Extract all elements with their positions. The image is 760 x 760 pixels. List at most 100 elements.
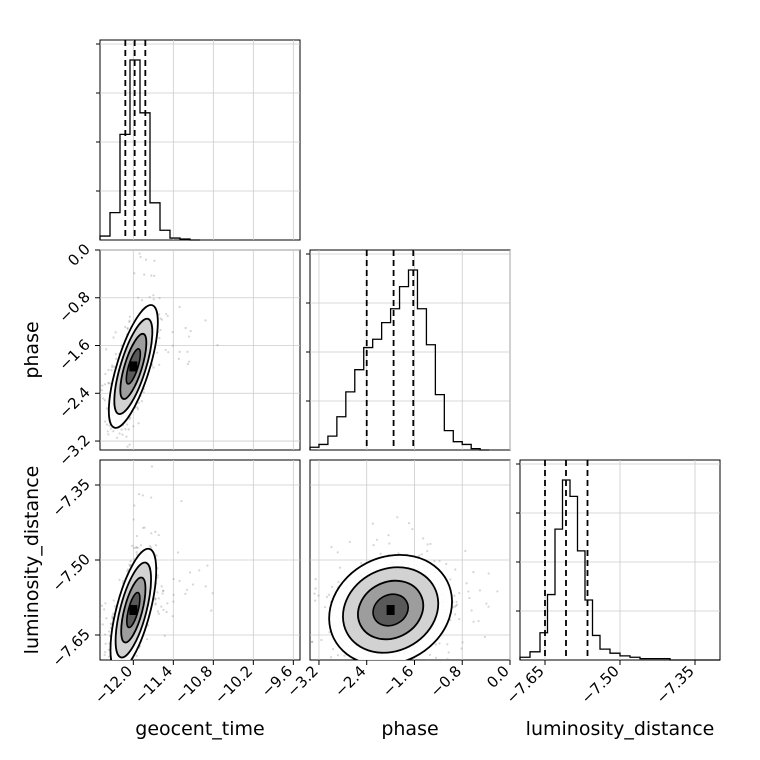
sample-point <box>126 326 129 330</box>
sample-point <box>108 424 111 427</box>
panel-phase-vs-luminosity_distance <box>305 459 515 711</box>
sample-point <box>180 499 183 503</box>
sample-point <box>100 633 102 636</box>
sample-point <box>111 662 113 664</box>
sample-point <box>158 363 161 367</box>
sample-point <box>118 448 121 450</box>
sample-point <box>184 326 187 330</box>
sample-point <box>426 659 429 660</box>
sample-point <box>176 551 180 554</box>
sample-point <box>135 534 138 538</box>
sample-point <box>105 348 108 351</box>
sample-point <box>186 350 189 353</box>
sample-point <box>101 623 104 626</box>
sample-point <box>154 602 157 605</box>
sample-point <box>103 399 106 402</box>
sample-point <box>186 362 189 366</box>
sample-point <box>113 605 117 608</box>
sample-point <box>113 719 115 721</box>
sample-point <box>121 433 124 436</box>
sample-point <box>314 587 317 590</box>
sample-point <box>157 612 160 615</box>
sample-point <box>100 626 102 629</box>
sample-point <box>27 413 29 415</box>
sample-point <box>142 526 145 529</box>
sample-point <box>161 592 164 595</box>
sample-point <box>138 252 141 255</box>
y-tick-label: 0.0 <box>64 240 94 270</box>
sample-point <box>407 522 411 525</box>
sample-point <box>206 564 209 567</box>
sample-point <box>123 741 125 743</box>
sample-point <box>126 568 129 571</box>
sample-point <box>125 435 128 438</box>
sample-point <box>110 450 112 452</box>
sample-point <box>132 425 135 428</box>
sample-point <box>93 372 95 374</box>
sample-point <box>148 295 151 299</box>
sample-point <box>144 258 148 261</box>
sample-point <box>369 672 371 674</box>
sample-point <box>156 574 159 577</box>
sample-point <box>306 585 308 587</box>
y-tick-label: −2.4 <box>55 383 93 421</box>
sample-point <box>135 654 138 657</box>
sample-point <box>104 372 107 376</box>
sample-point <box>118 432 121 435</box>
panel-frame <box>309 249 511 451</box>
sample-point <box>513 597 515 599</box>
sample-point <box>162 608 165 611</box>
sample-point <box>113 365 116 368</box>
sample-point <box>464 549 467 553</box>
sample-point <box>428 653 432 657</box>
y-axis-label: phase <box>21 321 43 378</box>
sample-point <box>465 582 468 585</box>
sample-point <box>137 401 140 405</box>
sample-point <box>108 630 111 633</box>
sample-point <box>107 381 110 384</box>
histogram-step <box>99 59 200 241</box>
sample-point <box>128 319 131 322</box>
sample-point <box>97 397 99 399</box>
sample-point <box>113 664 115 666</box>
sample-point <box>386 709 388 711</box>
sample-point <box>64 681 66 683</box>
sample-point <box>100 604 104 607</box>
sample-point <box>106 430 109 433</box>
sample-point <box>131 664 133 666</box>
sample-point <box>167 351 170 354</box>
sample-point <box>433 560 436 563</box>
sample-point <box>191 583 195 586</box>
sample-point <box>105 407 109 410</box>
sample-point <box>54 402 56 404</box>
sample-point <box>115 357 118 360</box>
sample-point <box>140 299 144 302</box>
sample-point <box>111 364 114 367</box>
sample-point <box>453 594 456 597</box>
x-tick-label: −11.4 <box>131 662 176 707</box>
sample-point <box>418 664 420 666</box>
x-axis-label: phase <box>381 718 438 740</box>
sample-point <box>112 612 115 615</box>
sample-point <box>116 450 118 452</box>
sample-point <box>485 602 488 605</box>
sample-point <box>111 615 114 618</box>
sample-point <box>371 665 373 667</box>
sample-point <box>313 592 316 595</box>
sample-point <box>106 672 108 674</box>
sample-point <box>381 671 383 673</box>
sample-point <box>336 654 340 657</box>
sample-point <box>337 676 339 678</box>
x-tick-label: −2.4 <box>331 662 369 700</box>
sample-point <box>145 241 147 243</box>
sample-point <box>360 561 363 565</box>
sample-point <box>305 573 307 575</box>
sample-point <box>98 453 100 455</box>
sample-point <box>136 546 139 549</box>
x-tick-label: −7.65 <box>503 662 548 707</box>
sample-point <box>103 608 106 611</box>
panel-geocent_time-vs-phase <box>27 241 301 455</box>
sample-point <box>454 604 458 607</box>
sample-point <box>126 327 129 331</box>
